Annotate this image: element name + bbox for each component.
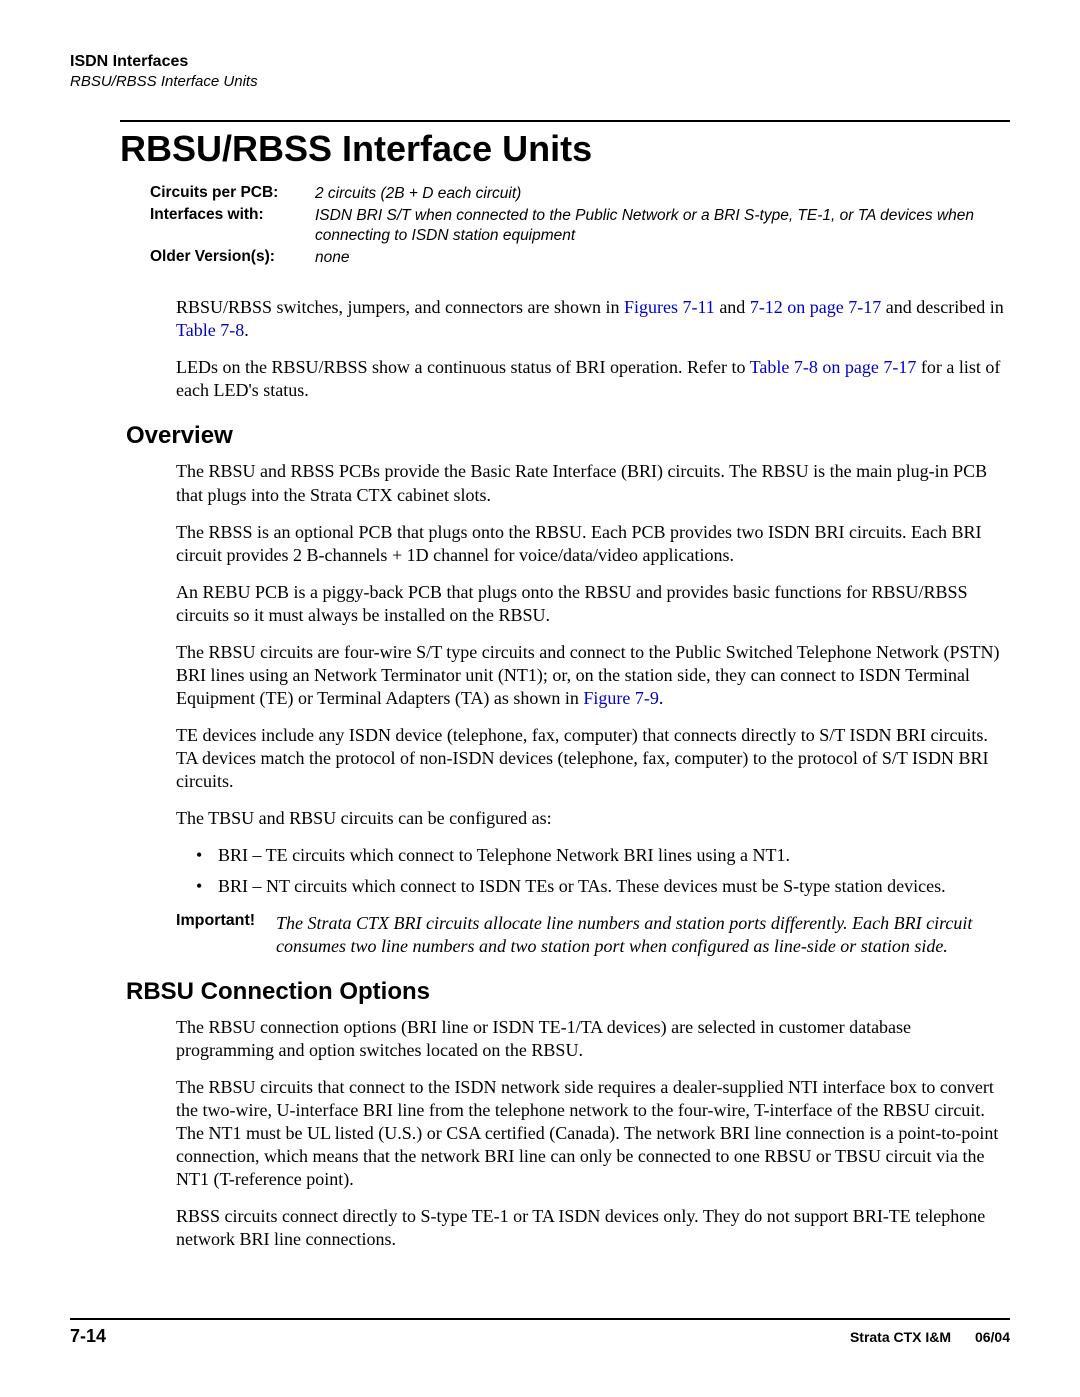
spec-row: Circuits per PCB: 2 circuits (2B + D eac… <box>150 184 1010 204</box>
overview-p3: An REBU PCB is a piggy-back PCB that plu… <box>176 581 1010 627</box>
important-text: The Strata CTX BRI circuits allocate lin… <box>276 912 1010 958</box>
header-section: RBSU/RBSS Interface Units <box>70 73 1010 90</box>
footer-date: 06/04 <box>975 1329 1010 1345</box>
overview-p4: The RBSU circuits are four-wire S/T type… <box>176 641 1010 710</box>
spec-row: Interfaces with: ISDN BRI S/T when conne… <box>150 206 1010 246</box>
bullet-text: BRI – NT circuits which connect to ISDN … <box>218 875 946 898</box>
bullet-text: BRI – TE circuits which connect to Telep… <box>218 844 790 867</box>
intro-paragraph-1: RBSU/RBSS switches, jumpers, and connect… <box>176 296 1010 342</box>
connection-p2: The RBSU circuits that connect to the IS… <box>176 1076 1010 1191</box>
text: LEDs on the RBSU/RBSS show a continuous … <box>176 357 750 377</box>
text: . <box>659 688 664 708</box>
page-number: 7-14 <box>70 1326 106 1347</box>
connection-p3: RBSS circuits connect directly to S-type… <box>176 1205 1010 1251</box>
table-link[interactable]: Table 7-8 on page 7-17 <box>750 357 917 377</box>
spec-value: 2 circuits (2B + D each circuit) <box>315 184 521 204</box>
footer-doc-title: Strata CTX I&M <box>850 1329 951 1345</box>
spec-label: Older Version(s): <box>150 248 315 268</box>
bullet-item: • BRI – NT circuits which connect to ISD… <box>196 875 1010 898</box>
overview-heading: Overview <box>126 422 1010 450</box>
spec-value: ISDN BRI S/T when connected to the Publi… <box>315 206 1010 246</box>
important-note: Important! The Strata CTX BRI circuits a… <box>176 912 1010 958</box>
text: RBSU/RBSS switches, jumpers, and connect… <box>176 297 624 317</box>
overview-p5: TE devices include any ISDN device (tele… <box>176 724 1010 793</box>
overview-block: The RBSU and RBSS PCBs provide the Basic… <box>176 460 1010 958</box>
intro-block: RBSU/RBSS switches, jumpers, and connect… <box>176 296 1010 402</box>
spec-label: Circuits per PCB: <box>150 184 315 204</box>
connection-block: The RBSU connection options (BRI line or… <box>176 1016 1010 1251</box>
spec-value: none <box>315 248 349 268</box>
text: and <box>715 297 750 317</box>
connection-heading: RBSU Connection Options <box>126 978 1010 1006</box>
bullet-dot-icon: • <box>196 875 218 898</box>
overview-p6: The TBSU and RBSU circuits can be config… <box>176 807 1010 830</box>
important-label: Important! <box>176 912 276 958</box>
figure-link[interactable]: Figures 7-11 <box>624 297 715 317</box>
intro-paragraph-2: LEDs on the RBSU/RBSS show a continuous … <box>176 356 1010 402</box>
bullet-dot-icon: • <box>196 844 218 867</box>
figure-link[interactable]: 7-12 on page 7-17 <box>750 297 881 317</box>
spec-label: Interfaces with: <box>150 206 315 246</box>
figure-link[interactable]: Figure 7-9 <box>583 688 659 708</box>
spec-row: Older Version(s): none <box>150 248 1010 268</box>
bullet-list: • BRI – TE circuits which connect to Tel… <box>196 844 1010 898</box>
spec-table: Circuits per PCB: 2 circuits (2B + D eac… <box>150 184 1010 269</box>
text: and described in <box>881 297 1003 317</box>
page-title: RBSU/RBSS Interface Units <box>120 120 1010 170</box>
bullet-item: • BRI – TE circuits which connect to Tel… <box>196 844 1010 867</box>
running-header: ISDN Interfaces RBSU/RBSS Interface Unit… <box>70 52 1010 90</box>
overview-p1: The RBSU and RBSS PCBs provide the Basic… <box>176 460 1010 506</box>
header-chapter: ISDN Interfaces <box>70 52 1010 73</box>
overview-p2: The RBSS is an optional PCB that plugs o… <box>176 521 1010 567</box>
page-footer: 7-14 Strata CTX I&M 06/04 <box>70 1318 1010 1347</box>
connection-p1: The RBSU connection options (BRI line or… <box>176 1016 1010 1062</box>
text: . <box>244 320 249 340</box>
table-link[interactable]: Table 7-8 <box>176 320 244 340</box>
footer-doc-info: Strata CTX I&M 06/04 <box>850 1329 1010 1345</box>
